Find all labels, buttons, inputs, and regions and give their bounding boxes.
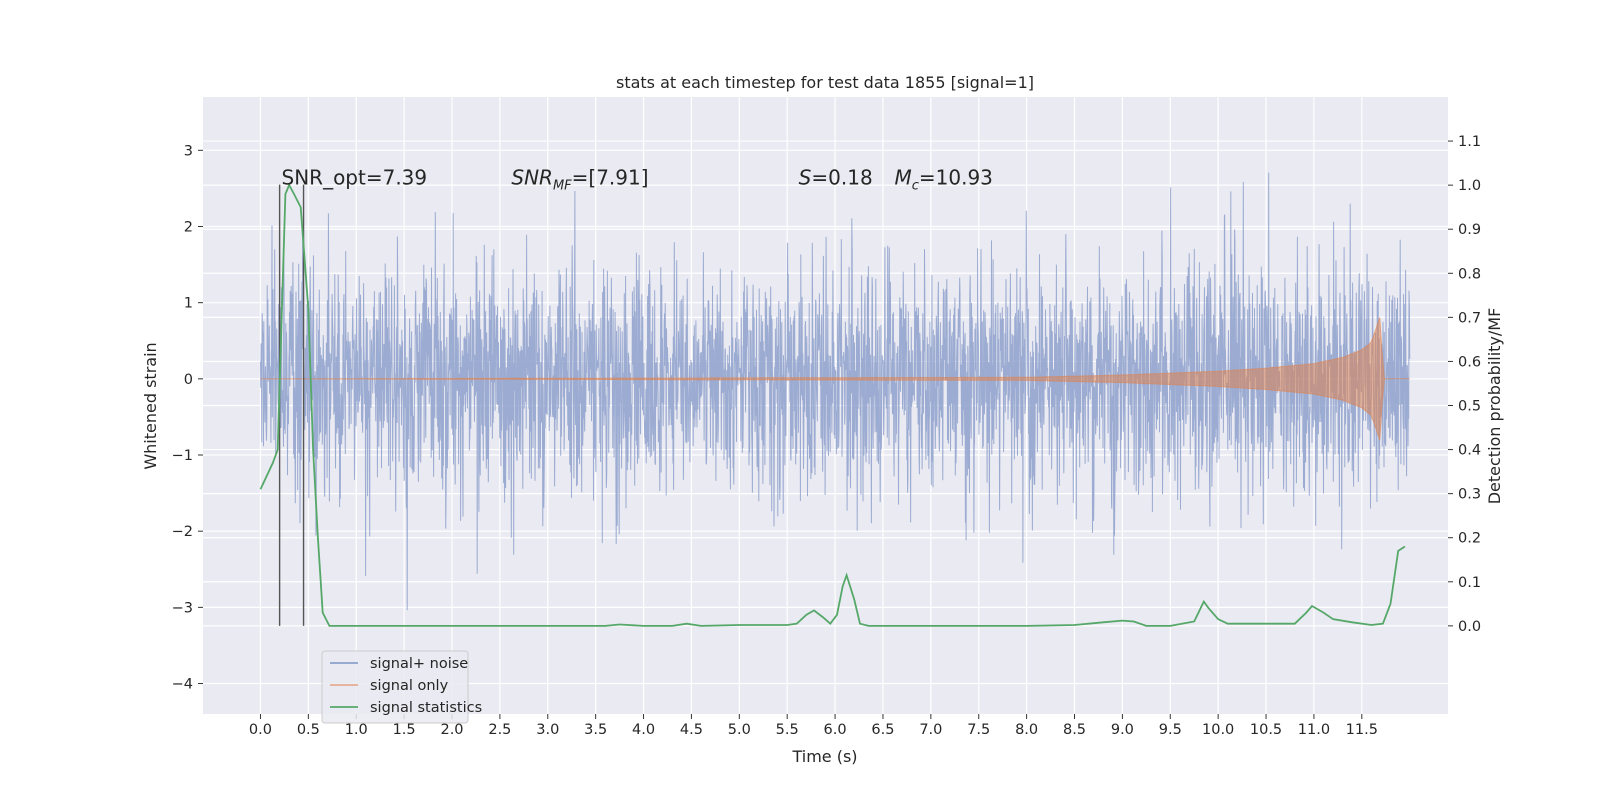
x-tick-label: 2.5 [488, 722, 511, 738]
left-y-axis-ticks: 3 2 1 0 −1 −2 −3 −4 [172, 143, 203, 693]
x-tick-label: 1.5 [393, 722, 416, 738]
x-tick-label: 8.0 [1015, 722, 1038, 738]
x-tick-label: 4.0 [632, 722, 655, 738]
x-axis-ticks: 0.0 0.5 1.0 1.5 2.0 2.5 3.0 3.5 4.0 4.5 5.0 5.5 6.0 6… [249, 714, 1378, 738]
x-tick-label: 1.0 [345, 722, 368, 738]
x-tick-label: 9.5 [1159, 722, 1182, 738]
signal-only-band [260, 317, 1410, 441]
x-tick-label: 5.5 [776, 722, 799, 738]
signal-only-series [260, 317, 1410, 441]
right-y-axis-label: Detection probability/MF [1485, 308, 1504, 505]
x-tick-label: 11.5 [1346, 722, 1378, 738]
signal-noise-line [260, 172, 1411, 611]
right-y-tick-label: 0.8 [1458, 266, 1481, 282]
right-y-tick-label: 0.6 [1458, 354, 1481, 370]
x-tick-label: 0.0 [249, 722, 272, 738]
x-tick-label: 4.5 [680, 722, 703, 738]
x-tick-label: 6.0 [824, 722, 847, 738]
grid [203, 97, 1448, 714]
legend-label-signal-statistics: signal statistics [370, 700, 482, 716]
annotation-snr-opt: SNR_opt=7.39 [282, 166, 428, 190]
right-y-tick-label: 0.5 [1458, 399, 1481, 415]
right-y-tick-label: 0.2 [1458, 531, 1481, 547]
left-y-tick-label: −3 [172, 600, 193, 616]
annotation-snr-mf: SNRMF=[7.91] [511, 166, 648, 194]
legend-box [321, 650, 469, 724]
legend-label-signal-only: signal only [370, 678, 449, 694]
signal-noise-series [260, 172, 1411, 611]
x-tick-label: 10.0 [1202, 722, 1234, 738]
right-y-tick-label: 0.4 [1458, 443, 1481, 459]
x-tick-label: 5.0 [728, 722, 751, 738]
left-y-tick-label: 1 [184, 296, 193, 312]
left-y-tick-label: −1 [172, 448, 193, 464]
signal-statistics-series [259, 183, 1406, 627]
x-tick-label: 0.5 [297, 722, 320, 738]
right-y-tick-label: 0.1 [1458, 575, 1481, 591]
x-axis-label: Time (s) [791, 747, 857, 766]
x-tick-label: 11.0 [1298, 722, 1330, 738]
left-y-tick-label: −4 [172, 677, 193, 693]
chart-title: stats at each timestep for test data 185… [616, 73, 1034, 92]
annotations: SNR_opt=7.39 SNRMF=[7.91] S=0.18 Mc=10.9… [282, 166, 993, 194]
x-tick-label: 9.0 [1111, 722, 1134, 738]
legend: signal+ noise signal only signal statist… [321, 650, 482, 724]
x-tick-label: 8.5 [1063, 722, 1086, 738]
x-tick-label: 7.5 [967, 722, 990, 738]
right-y-tick-label: 1.0 [1458, 178, 1481, 194]
left-y-tick-label: 3 [184, 143, 193, 159]
right-y-tick-label: 0.0 [1458, 619, 1481, 635]
right-y-tick-label: 1.1 [1458, 134, 1481, 150]
right-y-tick-label: 0.7 [1458, 310, 1481, 326]
right-y-axis-ticks: 1.1 1.0 0.9 0.8 0.7 0.6 0.5 0.4 0.3 0.2 0.1 0.0 [1448, 134, 1481, 635]
x-tick-label: 6.5 [871, 722, 894, 738]
x-tick-label: 10.5 [1250, 722, 1282, 738]
x-tick-label: 3.5 [584, 722, 607, 738]
x-tick-label: 2.0 [440, 722, 463, 738]
left-y-tick-label: 2 [184, 219, 193, 235]
signal-statistics-line [259, 183, 1406, 627]
left-y-tick-label: 0 [184, 372, 193, 388]
right-y-tick-label: 0.9 [1458, 222, 1481, 238]
annotation-mc: Mc=10.93 [894, 166, 992, 194]
annotation-s: S=0.18 [799, 166, 873, 190]
x-tick-label: 3.0 [536, 722, 559, 738]
left-y-tick-label: −2 [172, 524, 193, 540]
legend-label-signal-noise: signal+ noise [370, 656, 468, 672]
x-tick-label: 7.0 [919, 722, 942, 738]
left-y-axis-label: Whitened strain [141, 342, 160, 469]
right-y-tick-label: 0.3 [1458, 487, 1481, 503]
